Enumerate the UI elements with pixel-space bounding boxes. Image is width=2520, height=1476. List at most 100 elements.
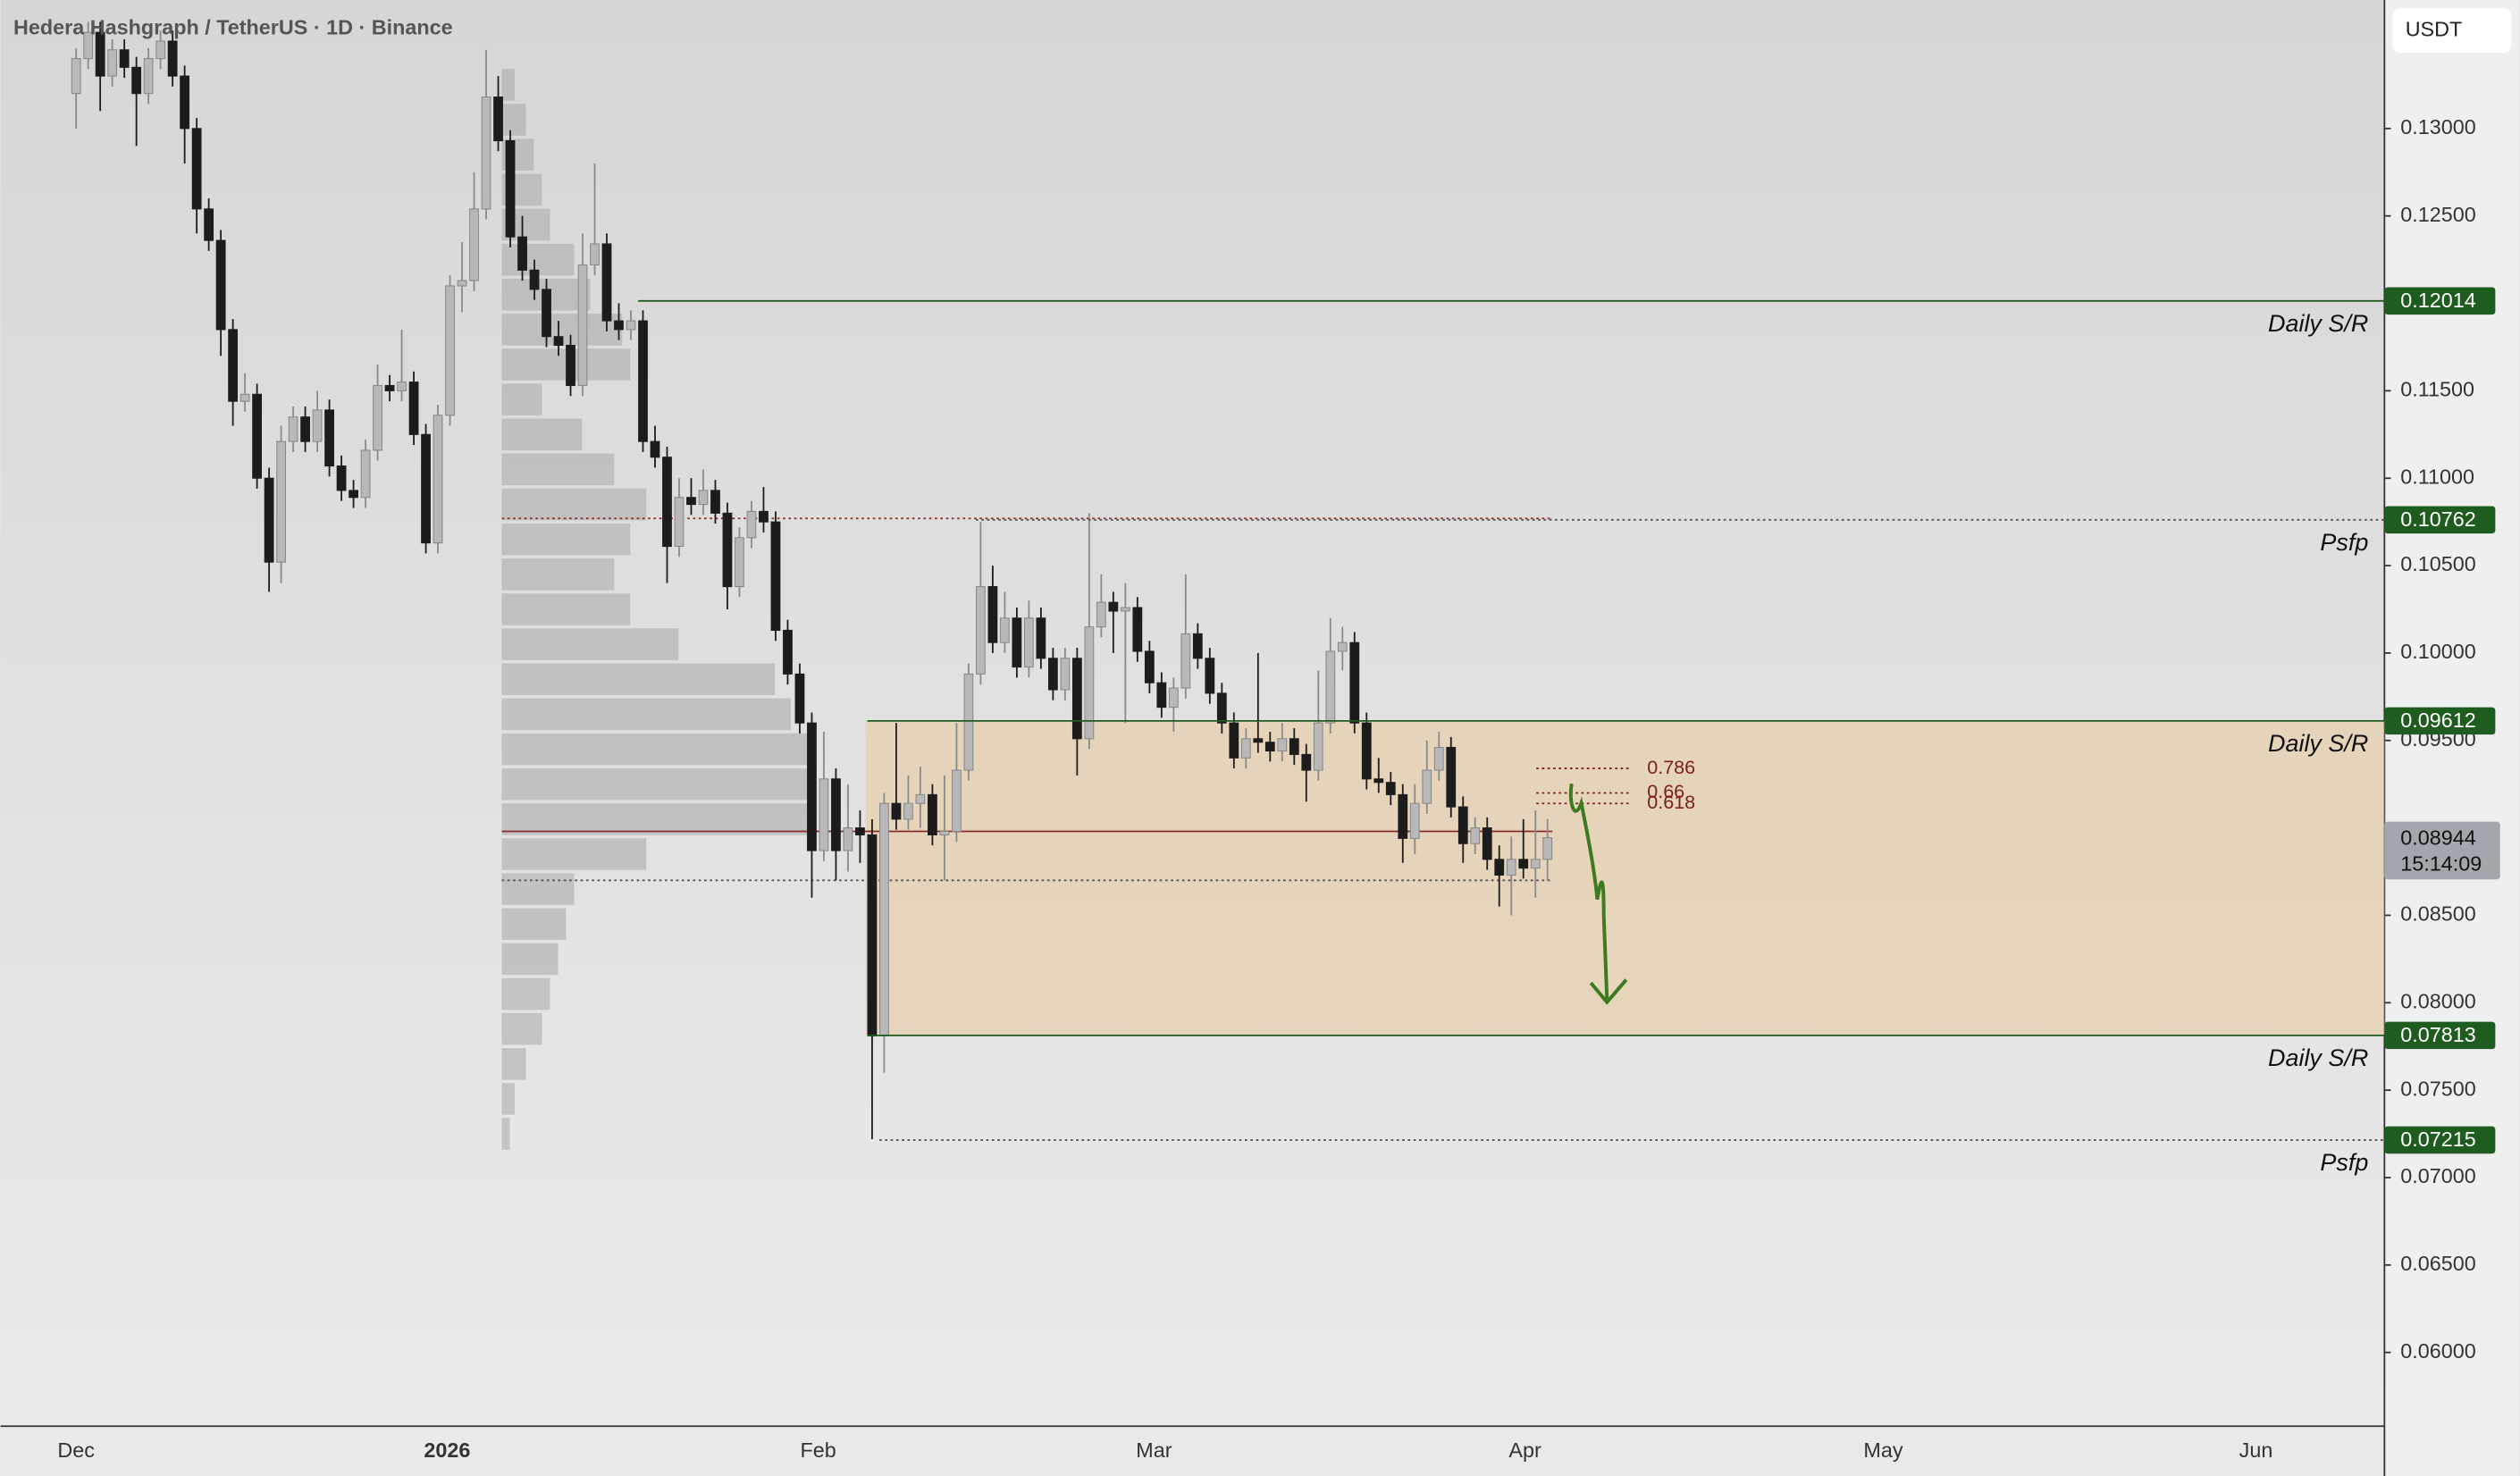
candle-body: [457, 280, 467, 287]
level-label: Daily S/R: [2268, 1044, 2368, 1071]
last-price-label: 0.08944: [2400, 826, 2475, 850]
candle-body: [867, 834, 878, 1037]
candle-body: [1385, 782, 1396, 795]
x-tick-label: Apr: [1508, 1438, 1541, 1462]
y-tick-label: 0.13000: [2400, 115, 2475, 138]
currency-button[interactable]: [2392, 7, 2512, 54]
candle-body: [952, 769, 962, 833]
candle-body: [903, 802, 913, 820]
candle-body: [1023, 617, 1034, 668]
candle-body: [349, 490, 358, 499]
price-tag-label: 0.10762: [2400, 507, 2475, 531]
candle-body: [1180, 633, 1191, 689]
projection-arrow: [1568, 783, 1628, 1005]
candle-body: [300, 416, 310, 442]
volume-profile-bar: [501, 593, 631, 625]
candle-body: [215, 239, 226, 331]
x-tick-label: May: [1863, 1438, 1903, 1462]
candle-body: [1337, 642, 1348, 652]
candle-body: [1373, 778, 1384, 784]
volume-profile-bar: [501, 663, 776, 696]
candle-body: [1084, 626, 1095, 740]
candle-body: [433, 415, 443, 544]
currency-label[interactable]: USDT: [2406, 17, 2463, 40]
volume-profile-bar: [501, 488, 647, 521]
candle-body: [493, 96, 503, 142]
y-tick-label: 0.07000: [2400, 1164, 2475, 1187]
candle-body: [1361, 722, 1372, 780]
candle-body: [794, 673, 805, 724]
volume-profile-bar: [501, 558, 615, 591]
candle-body: [722, 512, 733, 588]
volume-profile-bar: [501, 383, 542, 415]
candle-body: [204, 208, 214, 241]
x-tick-label: Mar: [1136, 1438, 1172, 1462]
candle-body: [807, 722, 817, 851]
candle-body: [1264, 742, 1275, 752]
candle-body: [1433, 747, 1444, 771]
y-tick-label: 0.06000: [2400, 1339, 2475, 1363]
x-tick-label: Feb: [801, 1438, 836, 1462]
fib-label: 0.618: [1647, 791, 1695, 813]
volume-profile-bar: [501, 1083, 515, 1115]
candle-body: [469, 208, 479, 281]
candle-body: [650, 440, 660, 458]
volume-profile-bar: [501, 628, 679, 660]
candle-body: [1071, 658, 1082, 740]
candle-body: [1289, 738, 1299, 755]
candle-body: [1409, 802, 1420, 839]
candle-body: [1542, 837, 1553, 860]
candle-body: [759, 510, 769, 523]
candle-body: [239, 393, 250, 402]
candle-body: [71, 58, 81, 95]
candle-body: [445, 285, 455, 416]
volume-profile-bar: [501, 767, 808, 801]
chart-title: Hedera Hashgraph / TetherUS · 1D · Binan…: [13, 16, 453, 39]
candle-body: [252, 393, 263, 479]
candle-body: [939, 830, 950, 835]
volume-profile-bar: [501, 69, 515, 101]
candle-body: [1144, 650, 1155, 683]
candle-body: [674, 497, 685, 548]
candle-body: [360, 449, 371, 499]
candle-body: [843, 827, 853, 851]
volume-profile-bar: [501, 1118, 510, 1150]
candle-body: [614, 320, 624, 331]
y-tick-label: 0.08500: [2400, 902, 2475, 926]
x-tick-label: Dec: [57, 1438, 95, 1462]
candle-body: [1325, 650, 1336, 724]
candle-body: [1216, 692, 1227, 724]
candle-body: [336, 465, 347, 491]
fib-label: 0.786: [1647, 756, 1695, 778]
candle-body: [131, 66, 142, 95]
level-label: Psfp: [2320, 1149, 2368, 1176]
candle-body: [963, 673, 974, 771]
candle-body: [566, 344, 575, 387]
candle-body: [928, 793, 937, 835]
candle-body: [1120, 607, 1130, 612]
candle-body: [1482, 827, 1492, 860]
candle-body: [542, 289, 551, 338]
candle-body: [710, 490, 720, 514]
price-tag-label: 0.12014: [2400, 289, 2475, 312]
candle-body: [1192, 633, 1203, 659]
candle-body: [1349, 642, 1360, 724]
candle-body: [421, 433, 431, 544]
candle-body: [1036, 617, 1046, 659]
y-tick-label: 0.10000: [2400, 640, 2475, 663]
volume-profile-bar: [501, 523, 631, 556]
candle-body: [662, 457, 672, 548]
candle-body: [107, 49, 118, 77]
candle-body: [686, 497, 696, 506]
candle-body: [1132, 607, 1143, 652]
price-tag: [2384, 287, 2496, 315]
candle-body: [1047, 658, 1058, 691]
volume-profile-bar: [501, 908, 567, 941]
candle-body: [1229, 722, 1239, 759]
y-tick-label: 0.07500: [2400, 1077, 2475, 1100]
volume-profile-bar: [501, 838, 647, 870]
candle-body: [553, 336, 564, 347]
price-tag: [2384, 506, 2496, 534]
fib-label: 0.66: [1647, 780, 1684, 802]
